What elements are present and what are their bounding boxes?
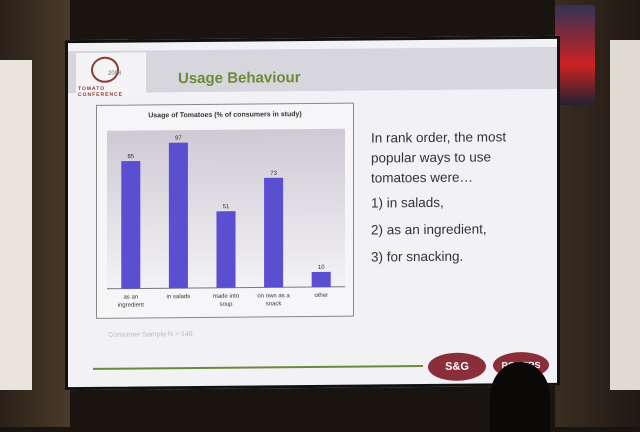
- logo-text: TOMATO CONFERENCE: [78, 85, 124, 99]
- footer-line: [93, 365, 423, 370]
- category-label: on own as a: [257, 293, 290, 299]
- intro-line-2: popular ways to use: [371, 149, 492, 166]
- rank-item-2: 2) as an ingredient,: [371, 221, 487, 238]
- data-label: 10: [318, 265, 325, 271]
- audience-head: [490, 362, 550, 432]
- banner-right: [610, 40, 640, 390]
- category-label: ingredient: [118, 302, 145, 308]
- bar: [311, 271, 331, 288]
- logo-year: 2008: [108, 70, 122, 77]
- category-label: made into: [213, 294, 240, 300]
- plot-area: [107, 128, 345, 289]
- bar: [121, 161, 141, 289]
- category-label: soup: [219, 302, 233, 308]
- bar: [264, 177, 284, 288]
- stained-glass-window: [555, 5, 595, 105]
- conference-logo: 2008 TOMATO CONFERENCE: [76, 52, 146, 99]
- intro-line-3: tomatoes were…: [371, 169, 474, 186]
- category-label: snack: [266, 301, 283, 307]
- banner-left: [0, 60, 32, 390]
- intro-line-1: In rank order, the most: [371, 129, 507, 146]
- rank-item-1: 1) in salads,: [371, 194, 444, 211]
- bar: [216, 211, 236, 288]
- data-label: 97: [175, 136, 182, 142]
- x-axis: [107, 286, 345, 290]
- projection-screen: 2008 TOMATO CONFERENCE Usage Behaviour U…: [65, 35, 560, 391]
- data-label: 51: [223, 204, 230, 210]
- slide-title: Usage Behaviour: [178, 69, 301, 88]
- data-label: 73: [270, 171, 277, 177]
- category-label: as an: [123, 295, 138, 301]
- category-label: other: [314, 293, 328, 299]
- sg-logo: S&G: [428, 352, 486, 381]
- bar: [168, 142, 188, 289]
- sample-note: Consumer Sample N = 146: [108, 331, 193, 339]
- slide-header: 2008 TOMATO CONFERENCE Usage Behaviour: [68, 46, 557, 99]
- category-label: in salads: [167, 294, 191, 300]
- chart: Usage of Tomatoes (% of consumers in stu…: [96, 102, 354, 319]
- rank-item-3: 3) for snacking.: [371, 248, 464, 265]
- data-label: 85: [127, 154, 134, 160]
